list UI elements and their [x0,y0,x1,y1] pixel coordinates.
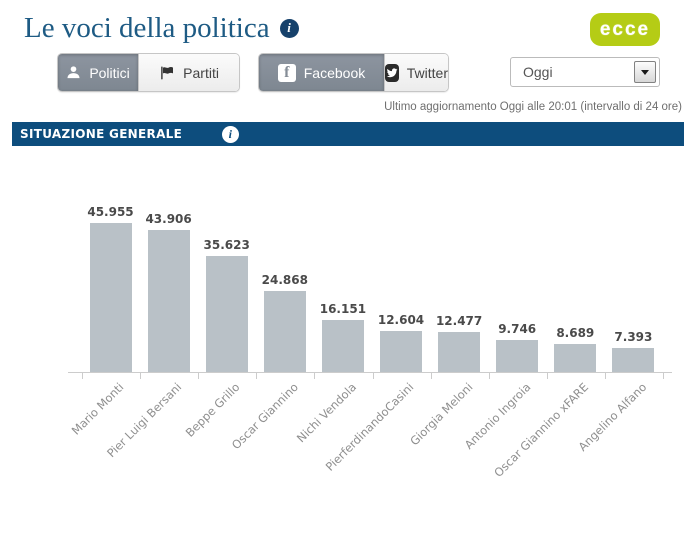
twitter-icon [385,63,399,82]
axis-tick [546,373,548,379]
tab-twitter[interactable]: Twitter [384,54,448,91]
flag-icon [159,65,175,81]
tab-label: Partiti [183,64,219,81]
axis-tick [430,373,432,379]
tab-facebook[interactable]: f Facebook [259,54,384,91]
bar-value-label: 12.604 [377,313,425,327]
bar-value-label: 7.393 [614,330,653,344]
bar-value-label: 43.906 [145,212,192,226]
tab-politici[interactable]: Politici [58,54,139,91]
axis-tick [198,373,200,379]
axis-tick [256,373,258,379]
network-tab-group: f Facebook Twitter [258,53,449,92]
axis-tick [314,373,316,379]
period-select[interactable]: Oggi [510,57,660,87]
ecce-logo[interactable]: ecce [590,13,660,46]
title-info-icon[interactable]: i [279,18,299,38]
bar-value-label: 12.477 [435,314,483,328]
bar[interactable] [147,230,190,372]
bar-value-label: 16.151 [319,302,367,316]
bar[interactable] [205,256,248,372]
tab-label: Facebook [303,64,366,81]
bar-chart: 45.955 Mario Monti 43.906 Pier Luigi Bersan… [0,146,684,516]
bar[interactable] [89,223,132,372]
dropdown-arrow-button[interactable] [634,61,656,83]
bar-value-label: 35.623 [203,238,250,252]
bar[interactable] [321,320,364,372]
x-axis [68,372,672,373]
page-header: Le voci della politica i [24,8,299,48]
page-title: Le voci della politica [24,11,270,44]
section-title: SITUAZIONE GENERALE [20,127,183,141]
section-info-icon[interactable]: i [222,126,239,143]
tab-label: Politici [89,64,130,81]
x-axis-label: Nichi Vendola [293,380,359,446]
info-glyph: i [287,20,291,35]
last-update-text: Ultimo aggiornamento Oggi alle 20:01 (in… [384,101,682,113]
axis-tick [663,373,664,379]
info-glyph: i [228,127,233,141]
bar[interactable] [438,332,481,372]
axis-tick [488,373,490,379]
bar-value-label: 24.868 [261,273,308,287]
axis-tick [140,373,142,379]
bar[interactable] [496,340,539,372]
bar[interactable] [263,291,306,372]
tab-partiti[interactable]: Partiti [138,54,239,91]
axis-tick [372,373,374,379]
x-axis-label: Oscar Giannino xFARE [491,380,592,480]
section-header: SITUAZIONE GENERALE i [12,122,684,146]
x-axis-label: Beppe Grillo [182,380,243,440]
bar-value-label: 45.955 [87,205,134,219]
person-icon [66,65,81,80]
entity-tab-group: Politici Partiti [57,53,240,92]
period-select-value: Oggi [523,64,553,80]
x-axis-label: Mario Monti [68,380,127,438]
bar-value-label: 8.689 [556,326,595,340]
axis-tick [604,373,606,379]
bar-value-label: 9.746 [498,322,537,336]
facebook-icon: f [277,63,296,82]
caret-down-icon [641,69,649,75]
bar[interactable] [554,344,597,372]
bar[interactable] [380,331,422,372]
axis-tick [82,373,83,379]
bar[interactable] [612,348,655,372]
tab-label: Twitter [406,64,448,81]
